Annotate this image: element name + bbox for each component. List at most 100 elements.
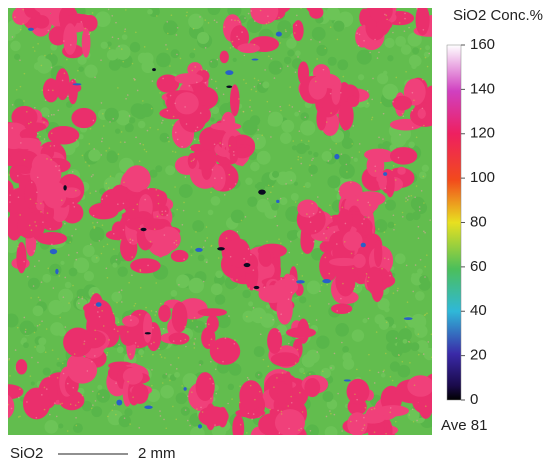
speck xyxy=(378,51,380,54)
speck xyxy=(100,252,103,255)
speck xyxy=(238,38,240,41)
speck xyxy=(119,238,122,241)
speck xyxy=(101,310,103,312)
speck xyxy=(411,109,414,112)
speck xyxy=(428,52,431,55)
green-speck xyxy=(124,123,134,133)
pink-region xyxy=(377,405,409,417)
speck xyxy=(172,405,174,408)
green-speck xyxy=(329,364,335,371)
speck xyxy=(46,212,49,214)
speck xyxy=(411,126,414,129)
speck xyxy=(263,286,266,289)
speck xyxy=(214,80,217,83)
pink-region xyxy=(229,149,239,164)
speck xyxy=(121,301,123,303)
green-speck xyxy=(162,373,167,379)
speck xyxy=(325,415,328,418)
speck xyxy=(113,404,116,406)
pink-region xyxy=(174,92,199,115)
green-speck xyxy=(283,56,292,65)
green-speck xyxy=(149,169,158,178)
speck xyxy=(280,313,282,316)
green-speck xyxy=(254,183,260,189)
speck xyxy=(249,384,252,387)
speck xyxy=(107,415,109,418)
pink-region xyxy=(100,188,127,213)
speck xyxy=(117,37,120,40)
speck xyxy=(43,386,46,389)
speck xyxy=(107,187,110,189)
speck xyxy=(370,118,373,121)
speck xyxy=(158,347,160,350)
speck xyxy=(120,289,123,292)
speck xyxy=(252,269,255,271)
speck xyxy=(393,228,395,231)
pink-region xyxy=(24,179,38,209)
speck xyxy=(36,176,39,179)
speck xyxy=(398,354,400,357)
speck xyxy=(139,286,142,289)
green-speck xyxy=(408,54,421,67)
speck xyxy=(250,109,253,112)
speck xyxy=(122,202,125,205)
dark-spot xyxy=(334,153,340,160)
speck xyxy=(367,201,370,204)
pink-region xyxy=(277,0,285,3)
speck xyxy=(200,69,203,71)
average: Ave 81 xyxy=(441,417,487,434)
speck xyxy=(167,32,169,35)
pink-region xyxy=(258,249,271,266)
speck xyxy=(234,183,237,185)
green-speck xyxy=(96,389,110,403)
speck xyxy=(238,401,241,404)
speck xyxy=(269,408,271,411)
speck xyxy=(392,214,395,217)
speck xyxy=(213,19,216,22)
speck xyxy=(26,275,29,278)
green-speck xyxy=(190,426,205,435)
speck xyxy=(221,143,224,146)
speck xyxy=(55,165,57,167)
speck xyxy=(361,429,363,432)
speck xyxy=(89,192,92,194)
pink-region xyxy=(232,414,245,435)
pink-region xyxy=(15,0,40,6)
speck xyxy=(229,188,231,190)
pink-region xyxy=(123,165,151,193)
green-speck xyxy=(291,145,298,151)
speck xyxy=(273,386,275,389)
speck xyxy=(83,340,86,343)
pink-region xyxy=(267,327,283,354)
speck xyxy=(118,343,120,346)
speck xyxy=(23,158,26,161)
speck xyxy=(324,47,327,50)
speck xyxy=(183,201,185,204)
speck xyxy=(267,15,269,18)
green-speck xyxy=(267,111,284,127)
speck xyxy=(214,368,217,371)
pink-region xyxy=(366,266,383,295)
speck xyxy=(102,112,104,115)
green-speck xyxy=(299,367,305,373)
green-speck xyxy=(138,349,145,356)
speck xyxy=(96,221,99,224)
green-speck xyxy=(295,143,308,155)
speck xyxy=(118,291,121,293)
green-speck xyxy=(14,98,24,109)
green-speck xyxy=(423,347,432,361)
speck xyxy=(43,408,46,411)
green-speck xyxy=(95,11,111,28)
speck xyxy=(296,14,298,17)
speck xyxy=(424,276,426,278)
green-speck xyxy=(14,53,21,60)
speck xyxy=(253,85,256,88)
speck xyxy=(416,419,418,422)
speck xyxy=(122,229,125,231)
speck xyxy=(73,353,76,355)
green-speck xyxy=(84,64,98,78)
green-speck xyxy=(387,55,394,62)
speck xyxy=(71,171,74,173)
speck xyxy=(102,325,105,327)
speck xyxy=(162,77,164,80)
